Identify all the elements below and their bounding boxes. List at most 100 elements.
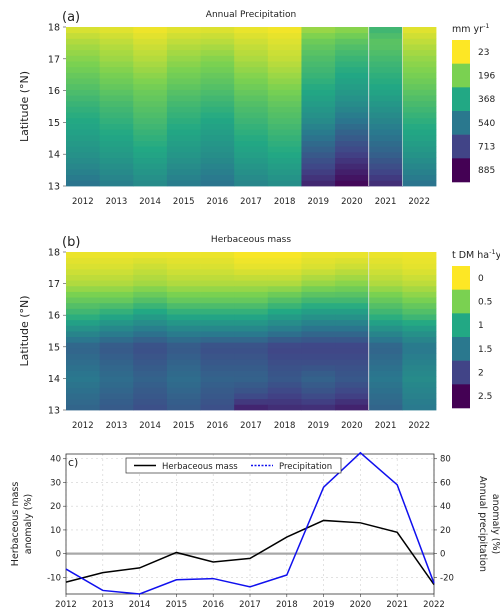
heat-cell bbox=[234, 38, 269, 45]
y2-tick-label: 80 bbox=[440, 455, 451, 465]
heat-cell bbox=[234, 72, 269, 79]
heat-cell bbox=[368, 151, 403, 159]
legend-tick-label: 1 bbox=[478, 321, 484, 331]
heat-cell bbox=[200, 370, 235, 377]
y-tick-label: 30 bbox=[50, 478, 61, 488]
heat-cell bbox=[335, 83, 370, 90]
heat-cell bbox=[200, 66, 235, 73]
heat-cell bbox=[267, 61, 302, 68]
heat-cell bbox=[335, 274, 370, 281]
heat-cell bbox=[200, 297, 235, 304]
heat-cell bbox=[335, 140, 370, 147]
heat-cell bbox=[99, 263, 134, 270]
heat-cell bbox=[166, 398, 201, 405]
x-tick-label: 2020 bbox=[350, 600, 372, 607]
heat-cell bbox=[335, 387, 370, 394]
heat-cell bbox=[133, 280, 168, 287]
heat-cell bbox=[301, 27, 336, 34]
panel-c-anomaly-lines: 2012 2013 2014 2015 2016 2017 2018 2019 2020 2021… bbox=[10, 451, 500, 607]
heat-cell bbox=[66, 89, 101, 96]
heat-cell bbox=[301, 157, 336, 164]
heat-cell bbox=[402, 370, 437, 377]
heat-cell bbox=[166, 342, 201, 349]
y-tick-label: 0 bbox=[56, 550, 61, 560]
heat-cell bbox=[267, 381, 302, 388]
heat-cell bbox=[402, 252, 437, 259]
heat-cell bbox=[368, 274, 403, 281]
heat-cell bbox=[402, 157, 437, 164]
heat-cell bbox=[133, 129, 168, 136]
heat-cell bbox=[335, 280, 370, 287]
heat-cell bbox=[368, 314, 403, 321]
heat-cell bbox=[402, 174, 437, 181]
heat-cell bbox=[133, 308, 168, 315]
heat-cell bbox=[267, 319, 302, 326]
heat-cell bbox=[335, 257, 370, 264]
heat-cell bbox=[66, 342, 101, 349]
heat-cell bbox=[368, 44, 403, 51]
heat-cell bbox=[267, 280, 302, 287]
heat-cell bbox=[368, 117, 403, 124]
heat-cell bbox=[200, 72, 235, 79]
legend-swatch bbox=[452, 313, 470, 338]
heat-cell bbox=[267, 308, 302, 315]
heat-cell bbox=[301, 297, 336, 304]
heat-cell bbox=[368, 347, 403, 354]
heat-cell bbox=[133, 66, 168, 73]
heat-cell bbox=[166, 151, 201, 159]
heat-cell bbox=[133, 89, 168, 96]
heat-cell bbox=[368, 123, 403, 130]
heat-cell bbox=[301, 353, 336, 360]
x-tick-label: 2022 bbox=[408, 197, 430, 207]
heat-cell bbox=[166, 359, 201, 366]
heat-cell bbox=[368, 180, 403, 187]
heat-cell bbox=[301, 308, 336, 315]
y-tick-label: 14 bbox=[48, 374, 60, 385]
legend-tick-label: 196 bbox=[478, 72, 495, 82]
heat-cell bbox=[133, 27, 168, 34]
heat-cell bbox=[368, 308, 403, 315]
heat-cell bbox=[66, 291, 101, 298]
heat-cell bbox=[166, 106, 201, 113]
heat-cell bbox=[66, 123, 101, 130]
heat-cell bbox=[166, 257, 201, 264]
heat-cell bbox=[66, 257, 101, 264]
heat-cell bbox=[335, 174, 370, 181]
heat-cell bbox=[368, 100, 403, 107]
heat-column-2019 bbox=[301, 27, 336, 187]
heat-cell bbox=[335, 347, 370, 354]
heat-cell bbox=[200, 151, 235, 159]
heat-cell bbox=[402, 129, 437, 136]
heat-cell bbox=[267, 78, 302, 85]
heat-cell bbox=[335, 353, 370, 360]
heat-cell bbox=[267, 49, 302, 56]
heat-cell bbox=[234, 32, 269, 39]
heat-cell bbox=[368, 66, 403, 73]
heat-cell bbox=[335, 163, 370, 170]
heat-cell bbox=[99, 325, 134, 332]
heat-cell bbox=[133, 112, 168, 119]
heat-cell bbox=[166, 308, 201, 315]
heat-cell bbox=[368, 353, 403, 360]
heat-cell bbox=[200, 268, 235, 275]
heat-cell bbox=[402, 297, 437, 304]
heat-cell bbox=[301, 32, 336, 39]
heat-cell bbox=[267, 146, 302, 153]
heat-cell bbox=[99, 257, 134, 264]
heat-cell bbox=[234, 123, 269, 130]
heat-cell bbox=[234, 27, 269, 34]
heat-cell bbox=[234, 117, 269, 124]
heat-cell bbox=[133, 285, 168, 292]
heat-cell bbox=[335, 151, 370, 159]
heat-cell bbox=[200, 157, 235, 164]
heat-cell bbox=[402, 140, 437, 147]
heat-cell bbox=[267, 404, 302, 411]
y2-tick-label: 0 bbox=[440, 550, 445, 560]
panel-label: (a) bbox=[62, 10, 80, 25]
legend-tick-label: 0 bbox=[478, 274, 484, 284]
x-tick-label: 2016 bbox=[207, 421, 229, 431]
heat-cell bbox=[402, 393, 437, 400]
heat-cell bbox=[66, 404, 101, 411]
legend-swatch bbox=[452, 134, 470, 159]
heat-cell bbox=[200, 49, 235, 56]
